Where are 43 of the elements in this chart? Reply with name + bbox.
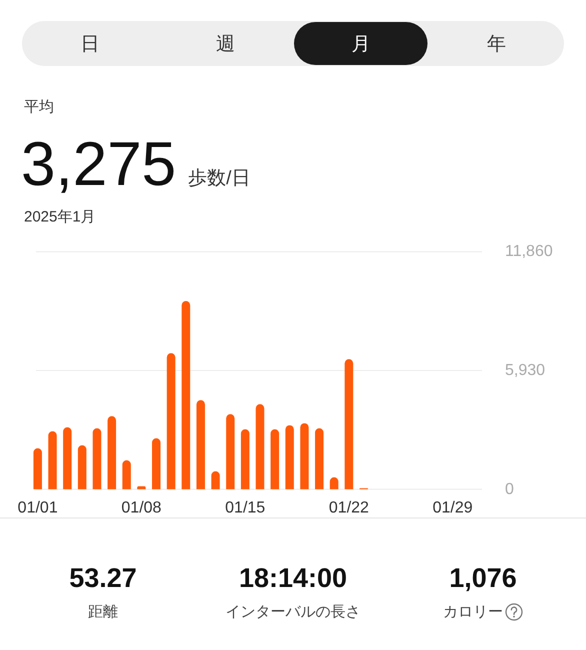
bar (344, 359, 354, 490)
y-tick-label: 11,860 (505, 243, 553, 260)
text: 平均 (24, 98, 54, 116)
bar (137, 486, 146, 490)
text: 週 (216, 34, 235, 55)
bar (196, 400, 205, 490)
bar (226, 414, 235, 490)
bar (285, 425, 294, 490)
text: 距離 (88, 604, 118, 620)
text: 歩数/日 (188, 168, 250, 189)
text: 1,076 (449, 563, 517, 593)
bar (240, 429, 250, 490)
chart-subtitle: 2025年1月 (24, 208, 96, 226)
text: インターバルの長さ (226, 604, 360, 620)
text: カロリー (443, 604, 503, 620)
bar (256, 404, 264, 490)
x-tick-label: 01/29 (432, 500, 473, 516)
bar (48, 431, 57, 490)
bar (270, 429, 280, 490)
bar (33, 448, 42, 490)
bar (166, 353, 176, 490)
bar (152, 438, 161, 490)
x-tick-label: 01/01 (18, 500, 58, 516)
bar (122, 460, 131, 490)
x-tick-label: 01/22 (328, 500, 370, 516)
text: 53.27 (69, 563, 137, 593)
x-tick-label: 01/08 (121, 500, 162, 516)
bar (63, 427, 72, 490)
y-tick-label: 5,930 (505, 362, 546, 379)
chart-title: 3,275 (21, 130, 176, 199)
bar (211, 471, 220, 490)
bar (315, 428, 324, 490)
bar (78, 445, 86, 490)
text: 18:14:00 (238, 563, 348, 593)
bar (108, 416, 116, 490)
bar (182, 300, 190, 490)
text: 日 (80, 34, 100, 55)
y-tick-label: 0 (505, 480, 514, 498)
bar (92, 428, 102, 490)
text: 年 (486, 34, 506, 55)
bar (300, 423, 309, 490)
text: 月 (351, 34, 370, 55)
x-tick-label: 01/15 (225, 500, 266, 516)
